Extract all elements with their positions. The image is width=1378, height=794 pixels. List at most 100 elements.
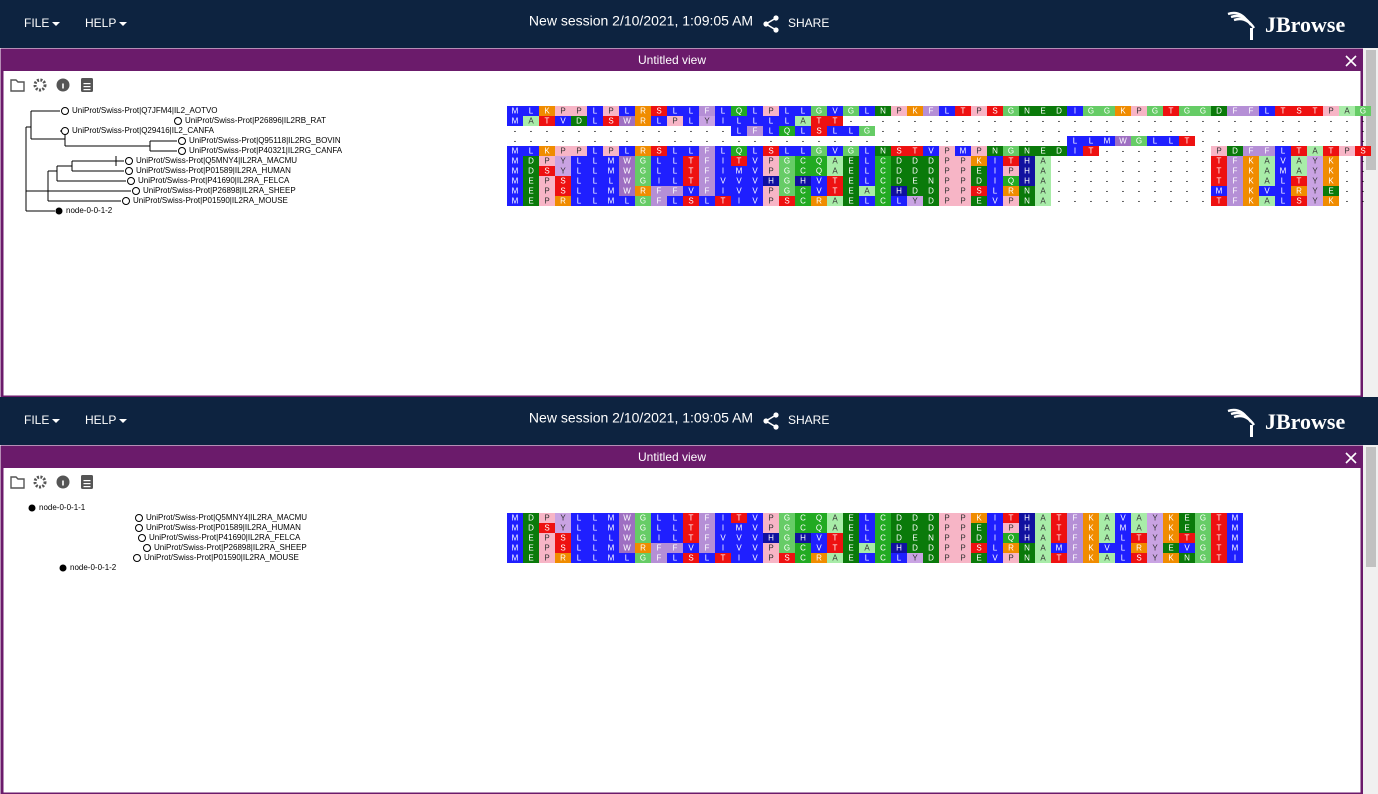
residue: -	[1090, 117, 1093, 126]
internal-node[interactable]	[28, 504, 36, 512]
residue: L	[593, 524, 598, 533]
residue: L	[737, 117, 742, 126]
residue: -	[1314, 127, 1317, 136]
residue-cell	[603, 176, 619, 186]
clipboard-icon[interactable]	[81, 78, 93, 92]
residue: A	[1264, 157, 1270, 166]
view-title[interactable]: Untitled view	[638, 450, 706, 464]
leaf-node[interactable]	[178, 137, 186, 145]
residue: M	[608, 544, 615, 553]
residue-cell	[603, 196, 619, 206]
residue-cell	[555, 106, 571, 116]
residue: -	[914, 137, 917, 146]
residue-cell	[1035, 146, 1051, 156]
leaf-node[interactable]	[138, 534, 146, 542]
residue: P	[1008, 197, 1013, 206]
share-button[interactable]: SHARE	[763, 15, 829, 33]
menu-button[interactable]: HELP	[85, 413, 127, 427]
residue-cell	[859, 543, 875, 553]
residue-cell	[507, 186, 523, 196]
leaf-node[interactable]	[125, 167, 133, 175]
residue: L	[1153, 137, 1158, 146]
menu-button[interactable]: FILE	[24, 16, 60, 30]
folder-icon[interactable]	[10, 476, 25, 489]
residue: S	[560, 177, 565, 186]
residue: F	[1233, 167, 1238, 176]
residue-cell	[1003, 523, 1019, 533]
residue-cell	[1099, 553, 1115, 563]
residue: -	[1026, 137, 1029, 146]
residue: G	[784, 544, 790, 553]
residue: I	[722, 514, 724, 523]
residue: G	[640, 177, 646, 186]
leaf-node[interactable]	[178, 147, 186, 155]
residue: T	[913, 147, 918, 156]
residue-cell	[747, 513, 763, 523]
residue: -	[1074, 117, 1077, 126]
residue-cell	[651, 553, 667, 563]
leaf-node[interactable]	[135, 514, 143, 522]
residue: -	[930, 137, 933, 146]
residue-cell	[523, 146, 539, 156]
residue: -	[1346, 157, 1349, 166]
residue: E	[528, 544, 533, 553]
leaf-node[interactable]	[61, 127, 69, 135]
residue: V	[688, 187, 694, 196]
residue: R	[560, 554, 566, 563]
leaf-node[interactable]	[135, 524, 143, 532]
leaf-node[interactable]	[132, 187, 140, 195]
residue: -	[978, 127, 981, 136]
folder-icon[interactable]	[10, 79, 25, 92]
leaf-node[interactable]	[125, 157, 133, 165]
session-name[interactable]: New session 2/10/2021, 1:09:05 AM	[529, 13, 753, 29]
residue-cell	[571, 543, 587, 553]
leaf-node[interactable]	[122, 197, 130, 205]
residue: T	[1217, 167, 1222, 176]
leaf-node[interactable]	[133, 554, 141, 562]
residue: -	[866, 137, 869, 146]
residue-cell	[587, 106, 603, 116]
residue-cell	[619, 513, 635, 523]
close-button[interactable]	[1345, 55, 1357, 67]
residue: L	[577, 554, 582, 563]
residue: F	[705, 514, 710, 523]
residue-cell	[955, 523, 971, 533]
menu-button[interactable]: HELP	[85, 16, 127, 30]
share-button[interactable]: SHARE	[763, 412, 829, 430]
residue-cell	[731, 126, 747, 136]
residue: D	[912, 187, 918, 196]
residue-cell	[571, 156, 587, 166]
residue: -	[1122, 157, 1125, 166]
residue-cell	[859, 146, 875, 156]
residue: V	[816, 177, 822, 186]
residue-cell	[891, 146, 907, 156]
session-name[interactable]: New session 2/10/2021, 1:09:05 AM	[529, 410, 753, 426]
clipboard-icon[interactable]	[81, 475, 93, 489]
residue: Y	[1312, 157, 1318, 166]
close-button[interactable]	[1345, 452, 1357, 464]
leaf-node[interactable]	[143, 544, 151, 552]
residue: P	[768, 197, 773, 206]
residue-cell	[1179, 513, 1195, 523]
residue-cell	[763, 543, 779, 553]
leaf-node[interactable]	[127, 177, 135, 185]
residue-cell	[827, 543, 843, 553]
internal-node[interactable]	[59, 564, 67, 572]
residue: L	[593, 177, 598, 186]
residue: C	[880, 524, 886, 533]
residue: -	[1074, 157, 1077, 166]
residue-cell	[683, 533, 699, 543]
settings-icon[interactable]	[33, 78, 47, 92]
residue-cell	[571, 106, 587, 116]
residue: -	[1362, 177, 1365, 186]
settings-icon[interactable]	[33, 475, 47, 489]
leaf-node[interactable]	[174, 117, 182, 125]
menu-button[interactable]: FILE	[24, 413, 60, 427]
residue: -	[1202, 117, 1205, 126]
residue: E	[528, 554, 533, 563]
internal-node[interactable]	[55, 207, 63, 215]
view-title[interactable]: Untitled view	[638, 53, 706, 67]
leaf-node[interactable]	[61, 107, 69, 115]
residue-cell	[1227, 146, 1243, 156]
residue: V	[736, 177, 742, 186]
